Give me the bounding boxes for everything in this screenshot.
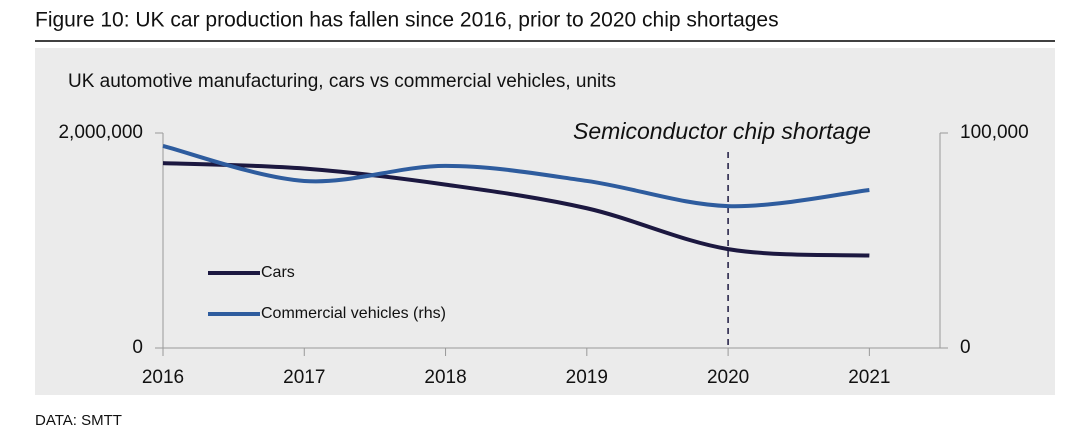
chart-title: UK automotive manufacturing, cars vs com… — [68, 71, 616, 92]
x-tick-label: 2016 — [142, 367, 184, 388]
x-tick-label: 2018 — [424, 367, 466, 388]
plot-panel — [35, 48, 1055, 395]
annotation-text: Semiconductor chip shortage — [573, 118, 871, 144]
x-tick-label: 2021 — [848, 367, 890, 388]
x-tick-label: 2020 — [707, 367, 749, 388]
legend-label: Cars — [261, 264, 295, 281]
legend-label: Commercial vehicles (rhs) — [261, 305, 446, 322]
x-tick-label: 2017 — [283, 367, 325, 388]
y2-tick-label: 0 — [960, 337, 971, 358]
figure-title: Figure 10: UK car production has fallen … — [35, 9, 779, 32]
y-tick-label: 2,000,000 — [58, 122, 143, 143]
source: DATA: SMTT — [35, 412, 122, 429]
x-tick-label: 2019 — [566, 367, 608, 388]
y-tick-label: 0 — [132, 337, 143, 358]
series-line — [162, 143, 870, 209]
y2-tick-label: 100,000 — [960, 122, 1029, 143]
series-line — [162, 161, 870, 258]
